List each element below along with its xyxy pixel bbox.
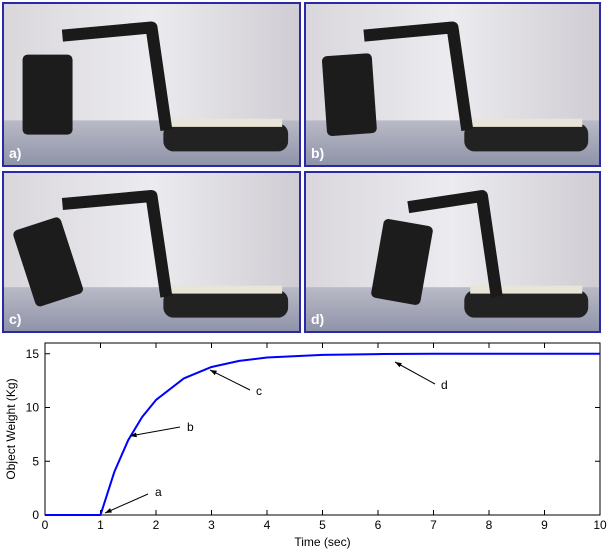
x-tick-label: 9 <box>541 518 548 532</box>
y-tick-label: 5 <box>32 454 39 468</box>
photo-panel: d) <box>304 171 601 333</box>
annotation-label: b <box>187 420 194 434</box>
x-tick-label: 5 <box>319 518 326 532</box>
y-tick-label: 15 <box>26 347 40 361</box>
x-tick-label: 4 <box>264 518 271 532</box>
panel-label: d) <box>311 311 324 327</box>
x-tick-label: 8 <box>486 518 493 532</box>
annotation-arrow <box>209 369 251 391</box>
robot-track-top <box>470 285 583 294</box>
panel-border <box>304 2 601 167</box>
annotation-arrow <box>104 493 149 514</box>
x-tick-label: 3 <box>208 518 215 532</box>
robot-arm <box>363 21 474 131</box>
data-line <box>45 352 600 516</box>
y-axis-label: Object Weight (Kg) <box>4 378 18 479</box>
object-case <box>13 217 84 307</box>
arrow-head <box>130 432 137 438</box>
x-tick-label: 1 <box>97 518 104 532</box>
x-tick-label: 0 <box>42 518 49 532</box>
x-tick-label: 2 <box>153 518 160 532</box>
robot-arm <box>61 190 173 298</box>
robot-arm <box>61 21 173 131</box>
robot-track-top <box>169 285 283 294</box>
arrow-head <box>395 362 402 368</box>
robot-track <box>464 123 589 152</box>
object-case <box>22 54 73 135</box>
annotation-label: d <box>441 378 448 392</box>
robot-arm <box>407 190 503 298</box>
x-tick-label: 7 <box>430 518 437 532</box>
arrow-head <box>210 370 217 376</box>
arrow-head <box>105 508 112 513</box>
y-tick-label: 10 <box>26 401 40 415</box>
robot-track-top <box>470 118 583 127</box>
panel-label: a) <box>9 145 21 161</box>
x-tick-label: 6 <box>375 518 382 532</box>
robot-track <box>163 290 289 318</box>
photo-panel: c) <box>2 171 301 333</box>
annotation-arrow <box>129 426 181 437</box>
y-tick-label: 0 <box>32 508 39 522</box>
photo-panel: b) <box>304 2 601 167</box>
photo-panel: a) <box>2 2 301 167</box>
plot-area <box>44 342 601 516</box>
x-axis-label: Time (sec) <box>294 535 350 549</box>
robot-track <box>464 290 589 318</box>
object-case <box>321 53 377 136</box>
panel-border <box>304 171 601 333</box>
robot-track-top <box>169 118 283 127</box>
panel-label: b) <box>311 145 324 161</box>
annotation-label: c <box>256 384 262 398</box>
annotation-arrow <box>394 361 436 385</box>
robot-track <box>163 123 289 152</box>
object-case <box>371 219 433 305</box>
annotation-label: a <box>155 485 162 499</box>
x-tick-label: 10 <box>593 518 607 532</box>
panel-border <box>2 171 301 333</box>
panel-label: c) <box>9 311 21 327</box>
panel-border <box>2 2 301 167</box>
